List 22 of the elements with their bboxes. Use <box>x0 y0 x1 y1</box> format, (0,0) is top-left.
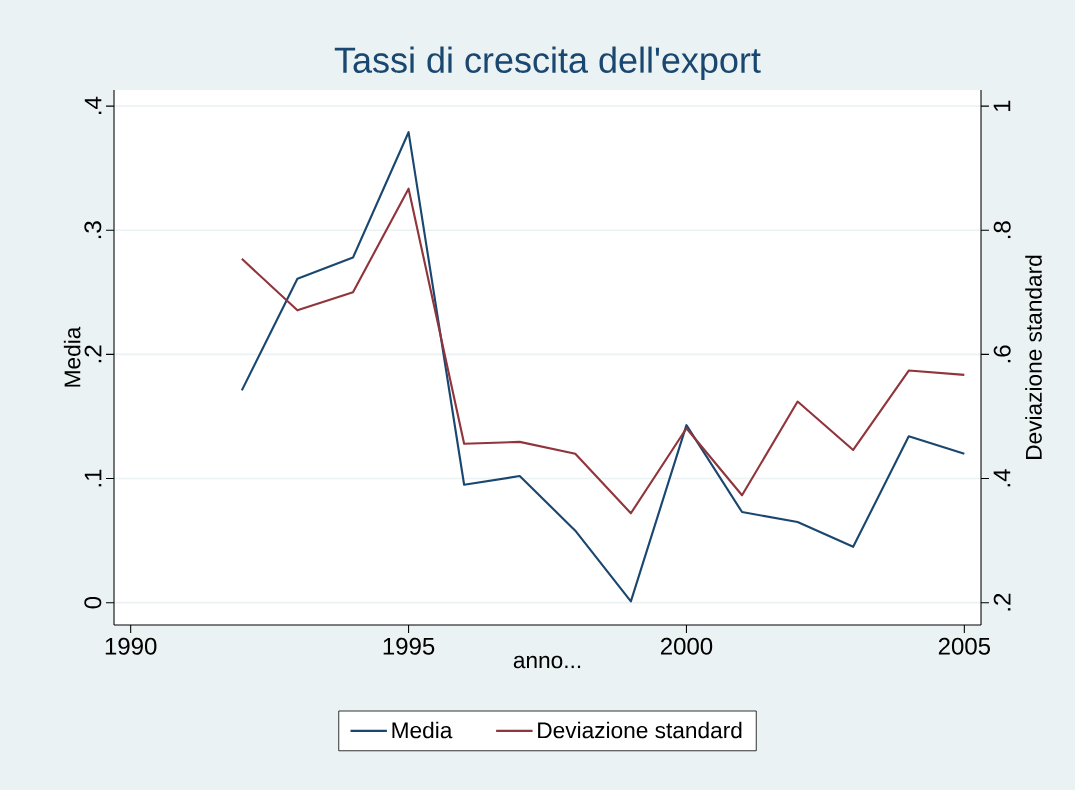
y-tick-label: 0 <box>84 596 102 609</box>
chart-title: Tassi di crescita dell'export <box>334 46 761 81</box>
y2-tick-label: .6 <box>993 345 1011 363</box>
line-series <box>240 187 966 515</box>
x-tick-label: 2000 <box>660 637 713 655</box>
x-axis-title: anno... <box>513 655 581 669</box>
y-tick-label: .4 <box>84 96 102 114</box>
y2-tick-label: .4 <box>993 469 1011 487</box>
x-tick-label: 1990 <box>105 637 157 655</box>
y-tick-label: .3 <box>84 221 102 239</box>
legend-label: Media <box>392 721 453 739</box>
x-tick-label: 1995 <box>383 637 435 655</box>
y2-tick-label: .2 <box>993 593 1011 611</box>
y-tick-label: .1 <box>84 469 102 487</box>
line-series <box>240 131 966 603</box>
legend-label: Deviazione standard <box>538 721 742 739</box>
y2-tick-label: .8 <box>993 221 1011 239</box>
y-axis-title: Media <box>63 326 81 387</box>
y-tick-label: .2 <box>84 345 102 363</box>
y2-tick-label: 1 <box>993 100 1011 111</box>
y2-axis-title: Deviazione standard <box>1025 255 1042 459</box>
x-tick-label: 2005 <box>938 637 991 655</box>
